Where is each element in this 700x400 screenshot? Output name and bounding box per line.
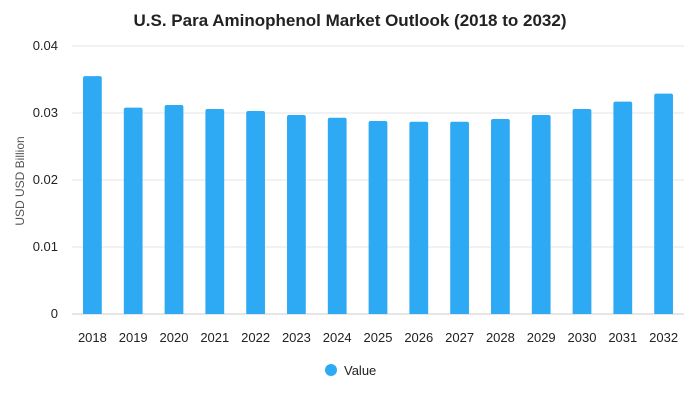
x-tick-label: 2021 bbox=[200, 330, 229, 345]
bars bbox=[83, 76, 673, 315]
bar-2018[interactable] bbox=[83, 76, 102, 315]
y-tick-label: 0 bbox=[51, 306, 58, 321]
x-tick-label: 2028 bbox=[486, 330, 515, 345]
bar-2029[interactable] bbox=[531, 115, 551, 314]
bar-2024[interactable] bbox=[327, 117, 347, 314]
legend-label-value[interactable]: Value bbox=[344, 363, 376, 378]
x-tick-label: 2032 bbox=[649, 330, 678, 345]
y-tick-label: 0.01 bbox=[33, 239, 58, 254]
bar-2028[interactable] bbox=[491, 119, 510, 314]
y-axis-label: USD USD Billion bbox=[13, 136, 27, 225]
x-tick-label: 2020 bbox=[160, 330, 189, 345]
bar-2023[interactable] bbox=[287, 115, 306, 314]
bar-2030[interactable] bbox=[572, 108, 592, 314]
bar-2032[interactable] bbox=[654, 93, 673, 314]
y-tick-label: 0.03 bbox=[33, 105, 58, 120]
y-tick-label: 0.02 bbox=[33, 172, 58, 187]
bar-2019[interactable] bbox=[123, 107, 143, 314]
bar-2020[interactable] bbox=[164, 104, 184, 315]
x-tick-label: 2019 bbox=[119, 330, 148, 345]
bar-2021[interactable] bbox=[205, 108, 225, 314]
bar-2025[interactable] bbox=[368, 121, 388, 314]
x-tick-label: 2027 bbox=[445, 330, 474, 345]
x-tick-label: 2029 bbox=[527, 330, 556, 345]
y-tick-label: 0.04 bbox=[33, 38, 58, 53]
x-tick-label: 2031 bbox=[608, 330, 637, 345]
x-tick-label: 2018 bbox=[78, 330, 107, 345]
x-tick-label: 2026 bbox=[404, 330, 433, 345]
x-tick-label: 2030 bbox=[568, 330, 597, 345]
bar-2031[interactable] bbox=[613, 101, 633, 314]
x-tick-label: 2022 bbox=[241, 330, 270, 345]
y-tick-labels: 0 0.01 0.02 0.03 0.04 bbox=[33, 38, 58, 321]
chart-title: U.S. Para Aminophenol Market Outlook (20… bbox=[134, 11, 567, 30]
x-tick-label: 2023 bbox=[282, 330, 311, 345]
bar-2026[interactable] bbox=[409, 121, 429, 315]
bar-2022[interactable] bbox=[246, 110, 265, 315]
legend[interactable]: Value bbox=[325, 363, 376, 378]
x-tick-labels: 2018 2019 2020 2021 2022 2023 2024 2025 2026 2027… bbox=[78, 330, 678, 345]
bar-2027[interactable] bbox=[450, 121, 469, 315]
legend-marker-value[interactable] bbox=[325, 364, 337, 376]
x-tick-label: 2025 bbox=[364, 330, 393, 345]
x-tick-label: 2024 bbox=[323, 330, 352, 345]
